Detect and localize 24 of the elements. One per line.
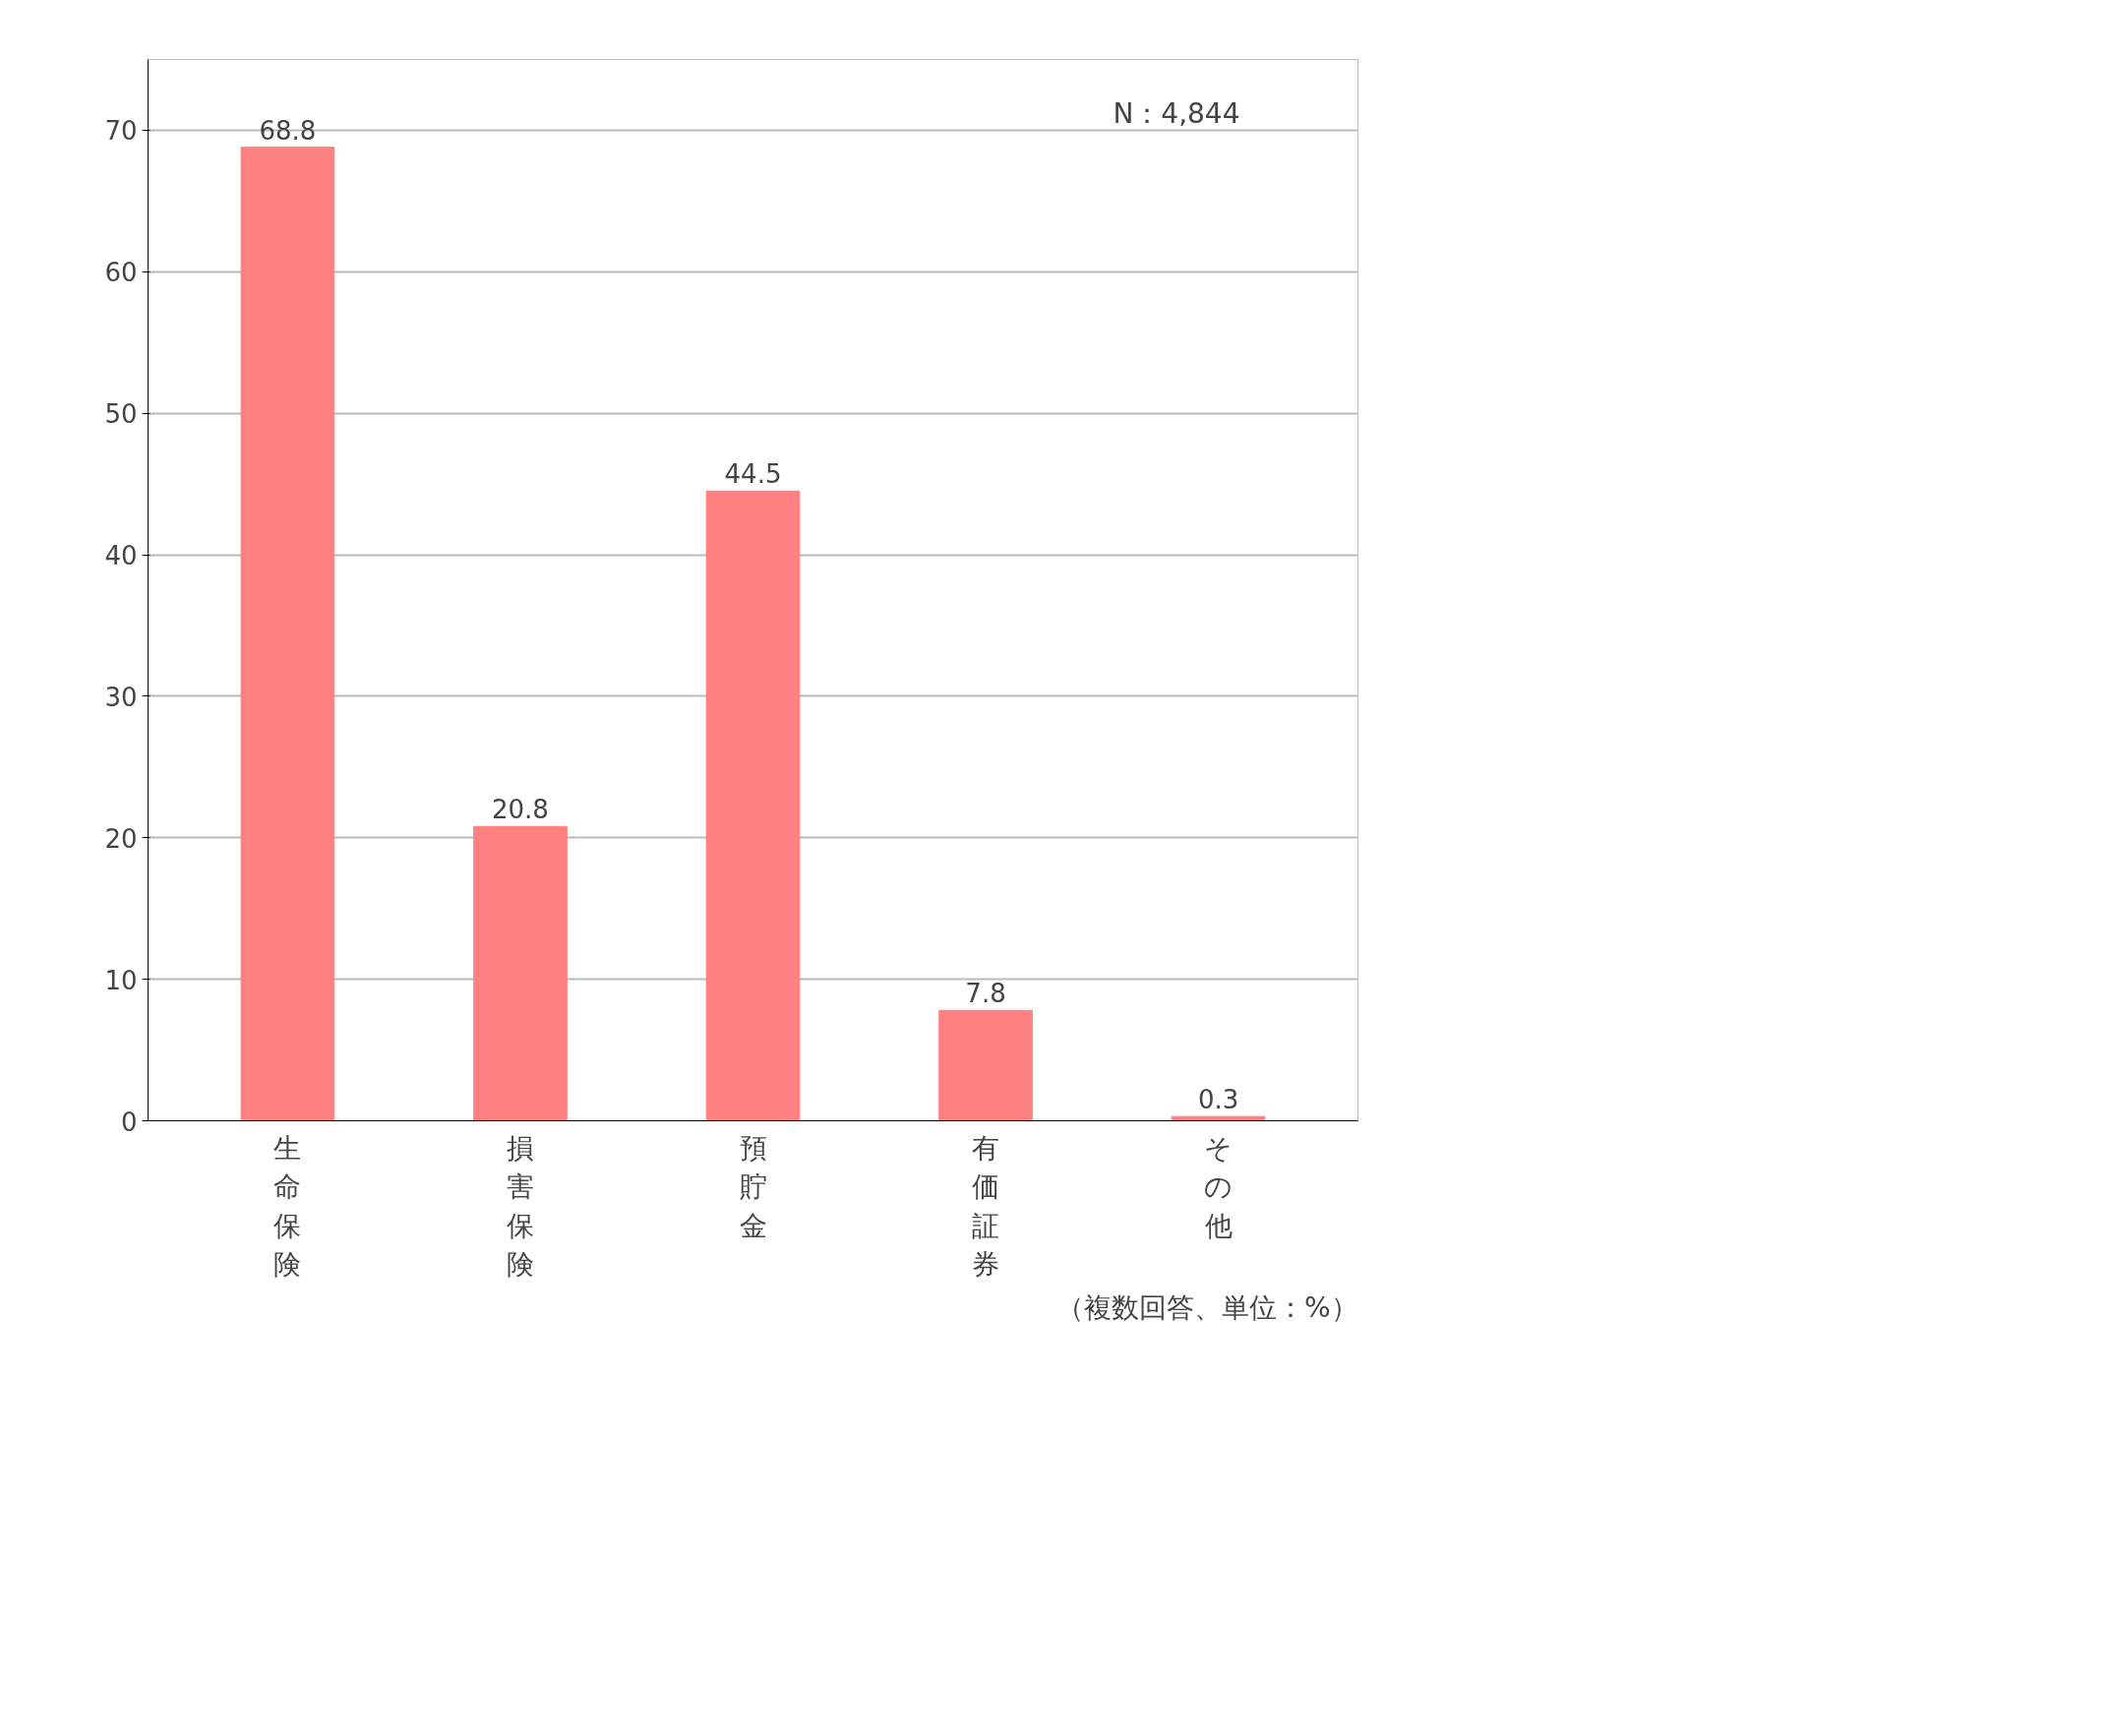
y-tick-label: 0 xyxy=(120,1107,138,1137)
data-label: 7.8 xyxy=(965,979,1006,1009)
bar xyxy=(473,825,568,1121)
y-tick-label: 20 xyxy=(104,823,138,854)
bar xyxy=(938,1009,1033,1121)
bar xyxy=(240,147,335,1121)
x-tick-label: 損害保険 xyxy=(506,1131,534,1282)
y-tick-label: 70 xyxy=(104,116,138,147)
x-tick-label: その他 xyxy=(1204,1131,1234,1242)
data-label: 0.3 xyxy=(1197,1085,1239,1115)
y-tick-label: 60 xyxy=(104,258,138,288)
y-tick-label: 10 xyxy=(104,965,138,995)
y-tick-label: 40 xyxy=(104,541,138,571)
y-tick-label: 30 xyxy=(104,682,138,712)
data-label: 20.8 xyxy=(492,795,549,825)
x-tick-label: 生命保険 xyxy=(273,1131,302,1282)
bar xyxy=(705,490,801,1121)
annotation: N：4,844 xyxy=(1113,97,1240,131)
data-label: 44.5 xyxy=(724,459,782,490)
x-tick-label: 有価証券 xyxy=(972,1131,1000,1282)
x-tick-label: 預貯金 xyxy=(739,1131,767,1242)
data-label: 68.8 xyxy=(259,115,317,146)
y-tick-label: 50 xyxy=(104,399,138,430)
text: （複数回答、単位：%） xyxy=(1055,1290,1358,1324)
